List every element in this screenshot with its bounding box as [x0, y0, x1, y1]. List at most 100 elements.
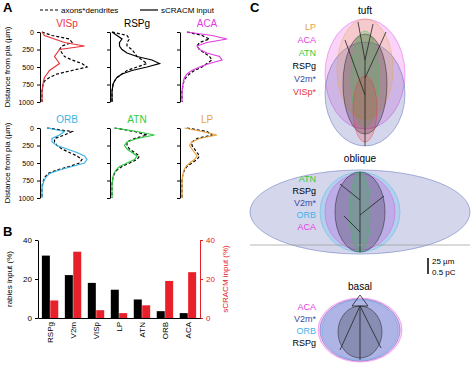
region-label: ACA — [297, 222, 316, 232]
tick-mark — [107, 198, 110, 199]
value-axis: 02040 — [23, 236, 38, 323]
tick: V2m — [69, 318, 78, 338]
plot-area — [112, 128, 155, 198]
bar — [157, 311, 165, 318]
input-region — [335, 172, 385, 252]
region-label: LP — [305, 22, 316, 32]
neuron-sketch — [340, 22, 386, 360]
tick-label: 0 — [30, 29, 34, 36]
tick-mark — [107, 102, 110, 103]
tick-label: VISp — [92, 321, 101, 339]
input-region — [320, 172, 400, 252]
region-group — [318, 298, 402, 362]
profile-line — [112, 32, 160, 102]
tick-label: 500 — [22, 160, 34, 167]
depth-axis — [177, 129, 181, 199]
input-region — [320, 299, 400, 361]
chart-title: ATN — [127, 114, 146, 125]
tick-label: ACA — [184, 321, 193, 338]
tick-mark — [177, 198, 180, 199]
tick — [107, 32, 110, 33]
tick: LP — [115, 318, 124, 332]
tick-label: 20 — [23, 275, 32, 284]
tick — [177, 181, 180, 182]
tick — [177, 85, 180, 86]
region-label: VISp* — [293, 87, 317, 97]
tick-label: 0 — [30, 125, 34, 132]
tick-label: ATN — [138, 322, 147, 338]
bar — [142, 305, 150, 318]
chart-title: ORB — [56, 114, 78, 125]
plot-area — [182, 32, 227, 102]
bar — [188, 272, 196, 318]
tick — [107, 102, 110, 103]
axis-line — [40, 33, 41, 103]
bar — [119, 313, 127, 318]
input-region — [322, 300, 398, 360]
bar — [42, 256, 50, 318]
tick — [107, 163, 110, 164]
axis-title: sCRACM input (%) — [221, 245, 230, 313]
tick: 0 — [30, 29, 40, 36]
tick — [107, 128, 110, 129]
tick-mark — [177, 146, 180, 147]
input-region — [318, 298, 402, 362]
legend-entry: sCRACM input — [140, 6, 215, 15]
depth-axis — [177, 33, 181, 103]
depth-axis: 02505007501000 — [18, 29, 40, 106]
plot-area — [42, 32, 87, 102]
tick — [177, 102, 180, 103]
region-label: V2m* — [294, 198, 317, 208]
tick-mark — [177, 50, 180, 51]
dendrite — [360, 306, 381, 348]
chart-title: ACA — [197, 18, 218, 29]
profile-line — [42, 128, 82, 198]
dendrite — [365, 60, 366, 146]
legend-label: axons*dendrites — [61, 6, 118, 15]
tick-mark — [107, 32, 110, 33]
tick-mark — [37, 163, 40, 164]
tick — [177, 50, 180, 51]
chart-title: VISp — [56, 18, 78, 29]
axis-title: rabies input (%) — [5, 251, 14, 307]
tick-label: 250 — [22, 142, 34, 149]
compartment-title: oblique — [344, 153, 377, 164]
profile-line — [182, 32, 227, 102]
tick: 20 — [200, 275, 215, 284]
tick — [177, 146, 180, 147]
tick: 40 — [23, 236, 38, 245]
panel-label: B — [3, 224, 12, 239]
dendrite — [345, 40, 365, 95]
tick-mark — [107, 146, 110, 147]
bar — [165, 281, 173, 318]
region-label: V2m* — [294, 314, 317, 324]
tick — [107, 146, 110, 147]
tick: 0 — [200, 314, 211, 323]
dendrite — [360, 172, 361, 252]
profile-line — [182, 128, 212, 198]
bar — [134, 299, 142, 318]
tick-mark — [37, 85, 40, 86]
tick-mark — [35, 318, 38, 319]
tick-label: 750 — [22, 81, 34, 88]
region-label: ATN — [299, 174, 316, 184]
compartment-title: tuft — [358, 5, 372, 16]
tick-mark — [177, 163, 180, 164]
tick: RSPg — [46, 318, 55, 343]
depth-axis — [107, 33, 111, 103]
axis-title: Distance from pia (µm) — [3, 26, 12, 107]
tick-mark — [37, 198, 40, 199]
dendrite — [365, 32, 386, 78]
tick-mark — [200, 279, 203, 280]
dendrite — [340, 184, 360, 200]
tick — [107, 198, 110, 199]
region-group — [325, 19, 405, 146]
tick: VISp — [92, 318, 101, 339]
tick-mark — [107, 163, 110, 164]
panel-label: C — [250, 0, 260, 15]
tick-mark — [177, 85, 180, 86]
scale-label: 25 µm — [432, 257, 455, 266]
tick-mark — [37, 102, 40, 103]
bar — [73, 252, 81, 318]
tick — [177, 198, 180, 199]
